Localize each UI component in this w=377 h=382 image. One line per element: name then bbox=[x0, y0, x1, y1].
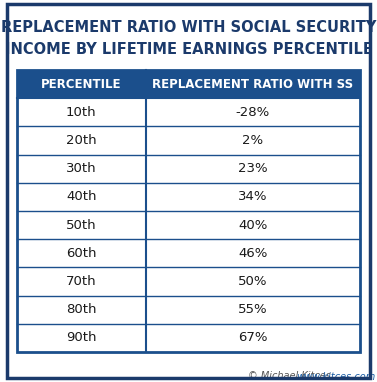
Text: 67%: 67% bbox=[238, 332, 268, 345]
Text: PERCENTILE: PERCENTILE bbox=[41, 78, 121, 91]
Text: REPLACEMENT RATIO WITH SOCIAL SECURITY: REPLACEMENT RATIO WITH SOCIAL SECURITY bbox=[1, 19, 376, 34]
Text: 34%: 34% bbox=[238, 190, 268, 203]
Text: 80th: 80th bbox=[66, 303, 97, 316]
Text: REPLACEMENT RATIO WITH SS: REPLACEMENT RATIO WITH SS bbox=[152, 78, 353, 91]
Text: © Michael Kitces,: © Michael Kitces, bbox=[248, 372, 334, 382]
Text: 10th: 10th bbox=[66, 106, 97, 119]
Text: 40th: 40th bbox=[66, 190, 97, 203]
Text: 46%: 46% bbox=[238, 247, 268, 260]
Text: INCOME BY LIFETIME EARNINGS PERCENTILE: INCOME BY LIFETIME EARNINGS PERCENTILE bbox=[5, 42, 372, 58]
Text: www.kitces.com: www.kitces.com bbox=[296, 372, 375, 382]
Text: 55%: 55% bbox=[238, 303, 268, 316]
Text: 23%: 23% bbox=[238, 162, 268, 175]
Text: 70th: 70th bbox=[66, 275, 97, 288]
Text: 50th: 50th bbox=[66, 219, 97, 231]
Text: 40%: 40% bbox=[238, 219, 268, 231]
Text: 2%: 2% bbox=[242, 134, 264, 147]
Text: 90th: 90th bbox=[66, 332, 97, 345]
Text: -28%: -28% bbox=[236, 106, 270, 119]
Text: 60th: 60th bbox=[66, 247, 97, 260]
Text: 20th: 20th bbox=[66, 134, 97, 147]
Text: 50%: 50% bbox=[238, 275, 268, 288]
Text: 30th: 30th bbox=[66, 162, 97, 175]
